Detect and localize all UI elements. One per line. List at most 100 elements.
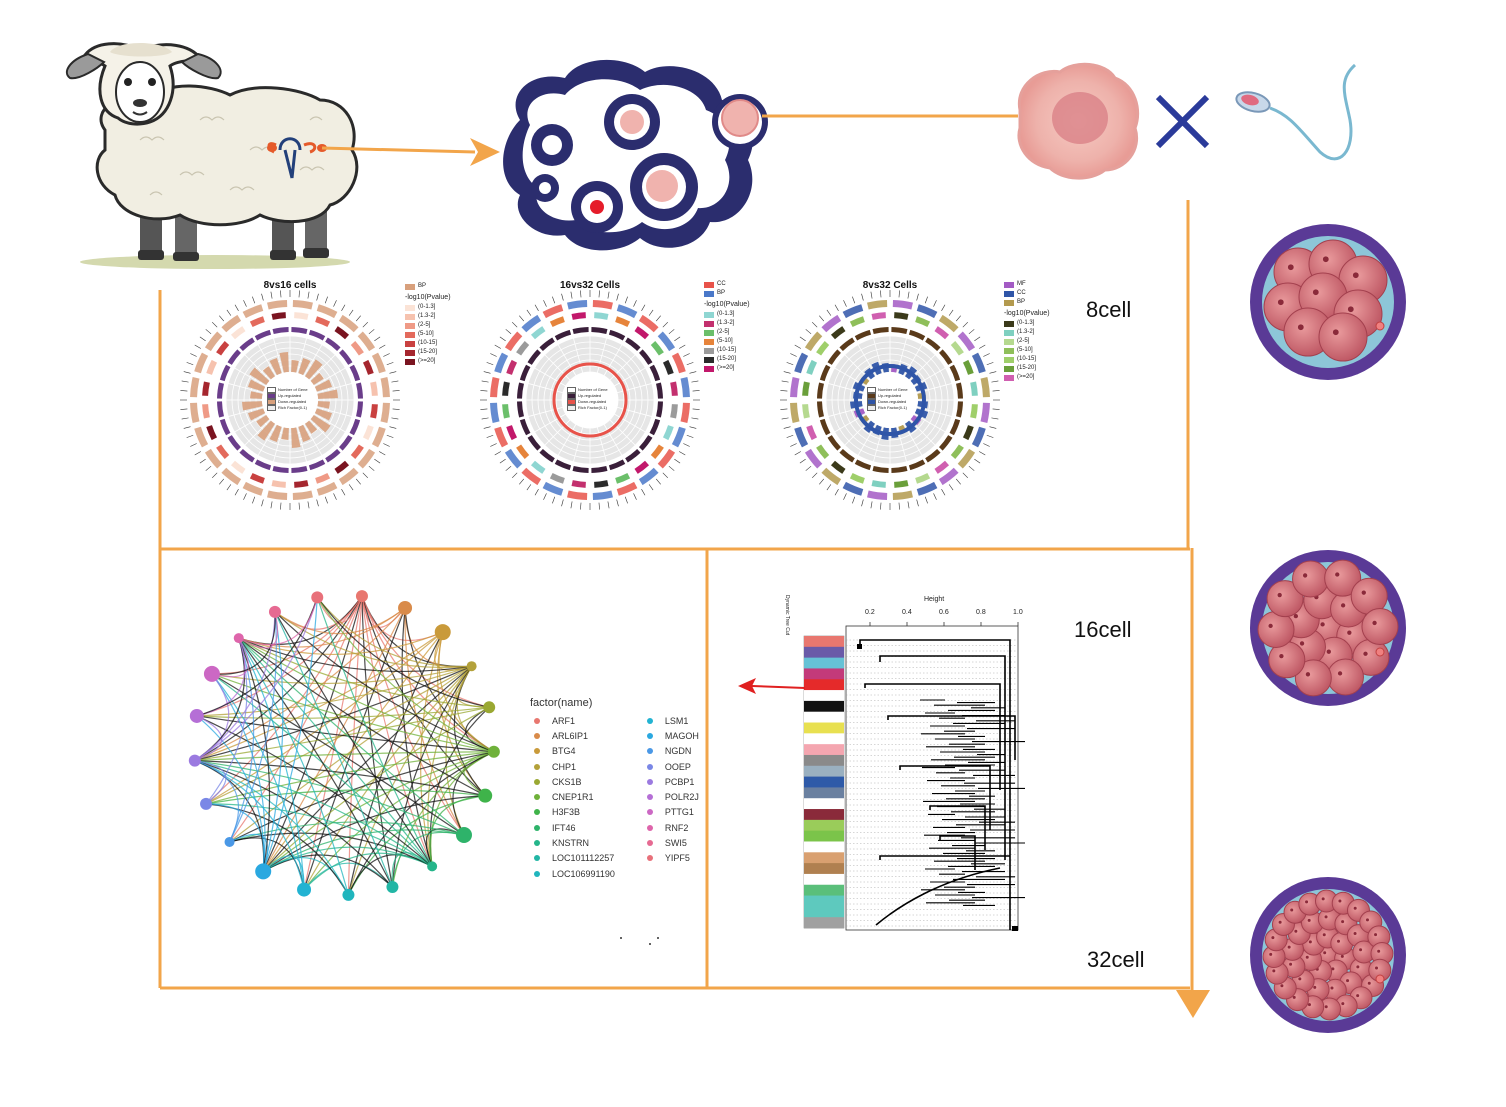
polar-body xyxy=(1375,647,1385,657)
legend-pvalue-entry: (>=20] xyxy=(1004,373,1050,382)
circos-updown-segment xyxy=(539,337,555,351)
circos-tick xyxy=(368,465,375,471)
circos-tick xyxy=(686,362,694,366)
network-edge xyxy=(211,673,266,872)
circos-updown-segment xyxy=(827,435,841,451)
circos-tick xyxy=(812,322,818,328)
network-edge xyxy=(194,611,276,762)
circos-tick xyxy=(861,499,864,507)
dendrogram-branch xyxy=(887,715,1016,760)
legend-pvalue-label: (2-5] xyxy=(418,322,431,328)
circos-pvalue-segment xyxy=(915,316,931,328)
circos-category-segment xyxy=(804,331,823,352)
circos-updown-segment xyxy=(939,435,953,451)
circos-category-segment xyxy=(490,377,500,398)
network-edge xyxy=(361,595,472,668)
circos-category-segment xyxy=(657,448,676,469)
circos-grid-spoke xyxy=(303,344,323,376)
circos-tick xyxy=(280,290,282,298)
legend-category-label: BP xyxy=(1017,299,1026,305)
circos-updown-segment xyxy=(572,327,589,334)
panel-frames xyxy=(158,290,1190,990)
circos-tick xyxy=(199,458,206,464)
network-edge xyxy=(361,595,490,708)
legend-swatch xyxy=(405,283,415,290)
circos-updown-segment xyxy=(272,327,289,334)
blastomere-nucleus xyxy=(1313,985,1317,989)
legend-category-entry: BP xyxy=(704,289,750,298)
module-color-block xyxy=(804,668,844,680)
module-color-block xyxy=(804,884,844,897)
blastomere-nucleus xyxy=(1287,264,1294,271)
module-color-block xyxy=(804,787,844,799)
circos-tick xyxy=(852,296,856,304)
legend-pvalue-entry: (5-10] xyxy=(1004,346,1050,355)
circos-grid-spoke xyxy=(303,424,323,456)
circos-tick xyxy=(819,315,825,322)
circos-tick xyxy=(368,329,375,335)
circos-rich-factor-bar xyxy=(314,379,333,392)
circos-tick xyxy=(898,502,900,510)
circos-updown-segment xyxy=(872,466,889,473)
blastomere-nucleus xyxy=(1356,994,1360,998)
fertilization-cross-icon xyxy=(1155,94,1210,149)
circos-pvalue-segment xyxy=(594,312,609,320)
circos-pvalue-segment xyxy=(816,340,830,356)
circos-tick xyxy=(955,478,961,485)
blastomere-nucleus xyxy=(1323,951,1327,955)
circos-tick xyxy=(955,315,961,322)
blastomere-nucleus xyxy=(1268,623,1273,629)
circos-updown-segment xyxy=(227,349,241,365)
inner-key-swatch xyxy=(867,399,876,405)
legend-pvalue-entry: (15-20] xyxy=(405,348,451,357)
circos-pvalue-segment xyxy=(670,381,678,396)
network-edge xyxy=(274,607,406,635)
blastomere xyxy=(1257,610,1295,648)
legend-category-entry: BP xyxy=(405,282,451,291)
circos-pvalue-segment xyxy=(334,326,350,340)
circos-updown-segment xyxy=(854,329,872,341)
network-legend-dot xyxy=(646,732,653,739)
circos-tick xyxy=(780,390,788,392)
network-edge xyxy=(211,673,305,890)
circos-tick xyxy=(662,322,668,328)
network-edge xyxy=(196,597,318,717)
network-edge xyxy=(316,597,495,753)
stray-dot xyxy=(657,937,659,939)
legend-category-label: BP xyxy=(717,290,726,296)
circos-tick xyxy=(679,451,686,456)
circos-tick xyxy=(180,390,188,392)
network-edge xyxy=(361,596,394,888)
inner-key-swatch xyxy=(567,399,576,405)
circos-updown-segment xyxy=(219,364,231,382)
circos-pvalue-segment xyxy=(315,472,331,484)
circos-tick xyxy=(799,336,806,342)
circos-title-8vs16: 8vs16 cells xyxy=(263,280,317,291)
network-edge xyxy=(316,597,433,867)
circos-grid-spoke xyxy=(596,338,607,374)
blastomere xyxy=(1324,559,1362,597)
circos-tick xyxy=(190,443,197,447)
circos-tick xyxy=(252,296,256,304)
circos-updown-segment xyxy=(217,382,224,399)
circos-category-segment xyxy=(842,481,864,496)
circos-category-segment xyxy=(494,426,509,448)
circos-grid-spoke xyxy=(296,426,307,462)
circos-tick xyxy=(861,293,864,301)
circos-pvalue-segment xyxy=(549,316,565,328)
blastomere-nucleus xyxy=(1372,620,1377,626)
legend-swatch xyxy=(405,322,415,329)
legend-pvalue-label: (1.3-2] xyxy=(1017,329,1035,335)
blastomere-nucleus xyxy=(1338,899,1342,903)
circos-tick xyxy=(243,300,247,307)
circos-updown-segment xyxy=(891,466,908,473)
circos-tick xyxy=(989,371,997,374)
circos-category-segment xyxy=(794,426,809,448)
network-edge xyxy=(361,595,465,836)
circos-tick xyxy=(870,291,873,299)
circos-category-segment xyxy=(242,304,264,319)
legend-swatch xyxy=(405,358,415,365)
circos-tick xyxy=(324,496,328,504)
circos-category-segment xyxy=(542,304,564,319)
legend-category-entry: CC xyxy=(1004,289,1050,298)
